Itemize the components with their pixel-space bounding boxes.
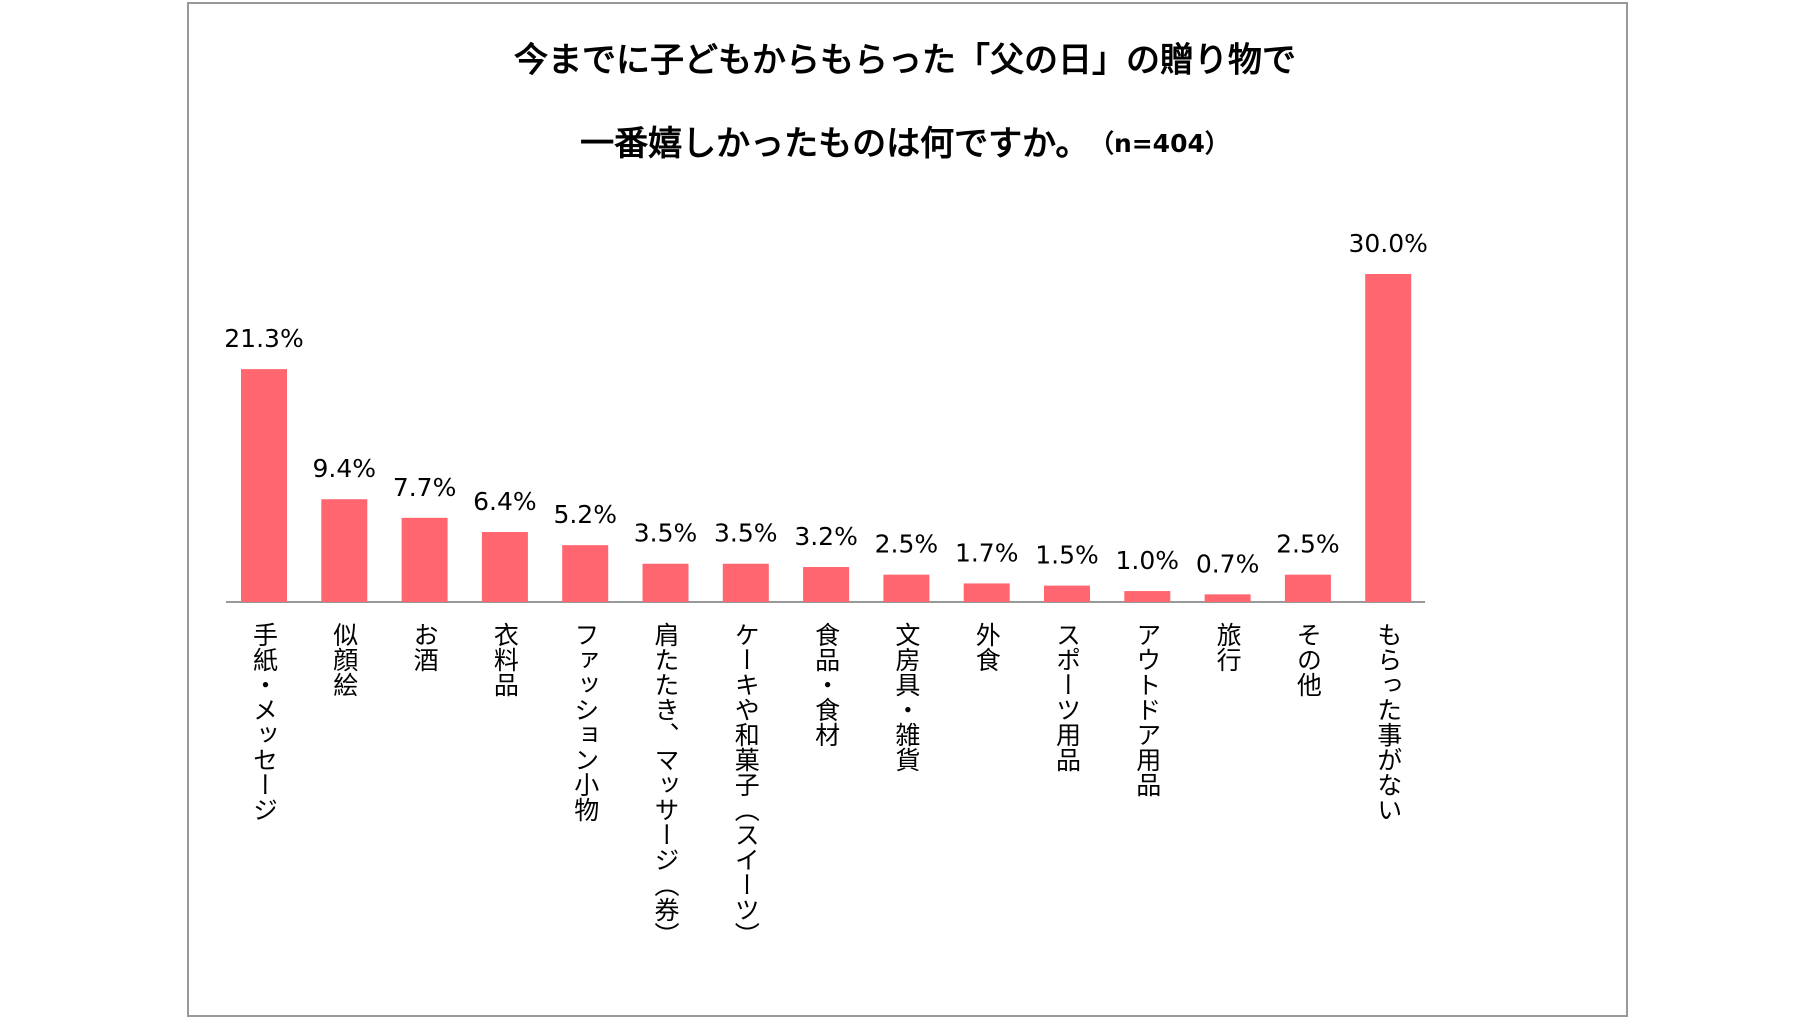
sample-size-note: （n=404） bbox=[1101, 129, 1229, 158]
value-label: 1.5% bbox=[1035, 541, 1099, 570]
value-label: 3.5% bbox=[714, 519, 778, 548]
bar bbox=[481, 532, 528, 602]
bar bbox=[562, 545, 609, 602]
value-label: 0.7% bbox=[1196, 549, 1260, 578]
value-label: 3.5% bbox=[634, 519, 698, 548]
category-label: 旅行 bbox=[1213, 622, 1242, 672]
category-label: 外食 bbox=[972, 622, 1001, 672]
bar bbox=[1204, 594, 1251, 602]
category-label: その他 bbox=[1293, 622, 1322, 697]
value-label: 9.4% bbox=[313, 454, 377, 483]
category-label: ケーキや和菓子（スイーツ） bbox=[731, 622, 760, 947]
bar bbox=[642, 563, 689, 602]
value-label: 5.2% bbox=[553, 500, 617, 529]
value-label: 1.0% bbox=[1116, 546, 1180, 575]
category-label: 似顔絵 bbox=[330, 622, 359, 697]
bar bbox=[883, 574, 930, 602]
category-label: スポーツ用品 bbox=[1053, 622, 1082, 772]
bar bbox=[803, 567, 850, 602]
bar bbox=[321, 499, 368, 602]
bar bbox=[1124, 591, 1171, 602]
chart-title-line: 一番嬉しかったものは何ですか。 bbox=[580, 124, 1089, 164]
value-label: 6.4% bbox=[473, 487, 537, 516]
chart-title: 今までに子どもからもらった「父の日」の贈り物で bbox=[514, 41, 1296, 81]
bar bbox=[1284, 574, 1331, 602]
value-label: 30.0% bbox=[1348, 229, 1427, 258]
bar bbox=[401, 517, 448, 602]
bar bbox=[722, 563, 769, 602]
value-label: 1.7% bbox=[955, 538, 1019, 567]
bar bbox=[1365, 274, 1412, 602]
value-label: 21.3% bbox=[224, 324, 303, 353]
category-label: 衣料品 bbox=[490, 622, 519, 697]
category-label: お酒 bbox=[410, 622, 439, 672]
value-label: 3.2% bbox=[794, 522, 858, 551]
category-label: もらった事がない bbox=[1374, 622, 1403, 822]
value-label: 2.5% bbox=[1276, 530, 1340, 559]
bar bbox=[241, 369, 287, 602]
category-label: 食品・食材 bbox=[812, 622, 841, 747]
category-label: 肩たたき、マッサージ（券） bbox=[651, 622, 680, 947]
value-label: 2.5% bbox=[875, 530, 939, 559]
category-label: 文房具・雑貨 bbox=[892, 622, 921, 772]
value-label: 7.7% bbox=[393, 473, 457, 502]
chart-title: 一番嬉しかったものは何ですか。 （n=404） bbox=[580, 124, 1230, 164]
category-label: アウトドア用品 bbox=[1133, 622, 1162, 797]
bar bbox=[963, 583, 1010, 602]
bar bbox=[1044, 585, 1090, 602]
category-label: ファッション小物 bbox=[571, 622, 600, 822]
category-label: 手紙・メッセージ bbox=[250, 622, 279, 822]
